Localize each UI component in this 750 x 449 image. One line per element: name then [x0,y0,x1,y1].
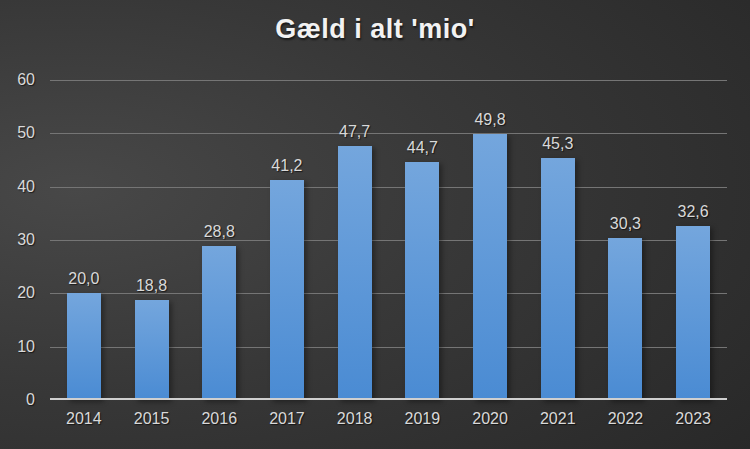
x-tick-label: 2021 [524,409,592,429]
bar[interactable] [541,158,575,400]
x-axis-line [50,398,727,400]
chart-title: Gæld i alt 'mio' [0,14,750,45]
bar-value-label: 44,7 [387,139,457,157]
gridline [50,187,727,188]
x-tick-label: 2019 [389,409,457,429]
bar-value-label: 49,8 [455,111,525,129]
x-tick-label: 2022 [592,409,660,429]
bar[interactable] [202,246,236,400]
bar-value-label: 41,2 [252,157,322,175]
y-tick-label: 40 [0,177,35,197]
y-tick-label: 20 [0,283,35,303]
bar-value-label: 47,7 [320,123,390,141]
bar[interactable] [473,134,507,400]
y-tick-label: 50 [0,123,35,143]
x-tick-label: 2014 [50,409,118,429]
x-tick-label: 2017 [253,409,321,429]
y-tick-label: 10 [0,337,35,357]
y-tick-label: 30 [0,230,35,250]
bar[interactable] [676,226,710,400]
y-tick-label: 60 [0,70,35,90]
x-tick-label: 2023 [659,409,727,429]
bar-value-label: 28,8 [184,223,254,241]
gridline [50,80,727,81]
bar-value-label: 45,3 [523,135,593,153]
plot-area: 20,018,8 28,8 41,2 47,744,7 49,8 45,3 30,332,6 [50,80,727,400]
bar-value-label: 20,0 [49,270,119,288]
bar[interactable] [405,162,439,400]
bar[interactable] [135,300,169,400]
x-tick-label: 2015 [118,409,186,429]
bar[interactable] [608,238,642,400]
bar-value-label: 30,3 [590,215,660,233]
bar-value-label: 32,6 [658,203,728,221]
bar[interactable] [67,293,101,400]
bar[interactable] [338,146,372,400]
x-tick-label: 2020 [456,409,524,429]
x-tick-label: 2018 [321,409,389,429]
x-tick-label: 2016 [185,409,253,429]
bar-value-label: 18,8 [117,277,187,295]
y-tick-label: 0 [0,390,35,410]
bar[interactable] [270,180,304,400]
bar-chart[interactable]: Gæld i alt 'mio' 20,018,8 28,8 41,2 47,744,… [0,0,750,449]
